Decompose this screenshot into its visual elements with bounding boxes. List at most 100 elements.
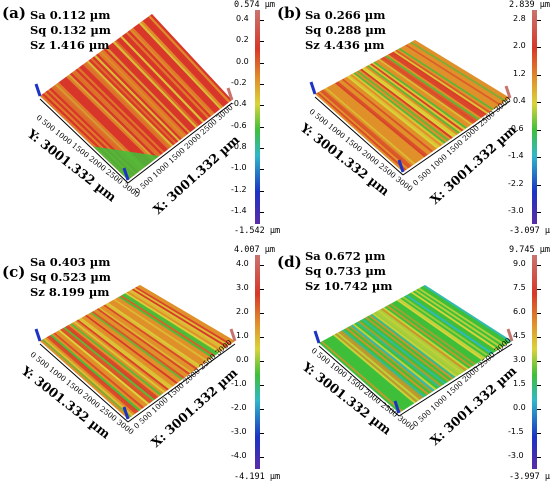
surface-streak [382, 307, 469, 370]
colorbar-tick-mark [537, 409, 541, 410]
axis-post [397, 159, 405, 173]
surface-streak [66, 75, 154, 162]
colorbar-tick-label: -0.2 [231, 78, 247, 87]
axis-post [122, 406, 130, 420]
surface-streak [84, 61, 172, 148]
colorbar-tick-mark [537, 457, 541, 458]
colorbar-tick-mark [260, 105, 264, 107]
surface-streak [350, 74, 443, 147]
axis-post [229, 328, 237, 342]
surface-streak [386, 305, 473, 368]
surface-streak [323, 88, 414, 166]
surface-streak [338, 80, 430, 155]
surface-streak [405, 44, 502, 106]
sq-value: Sq 0.733 µm [305, 264, 386, 278]
surface-streak [53, 332, 145, 409]
surface-streak [130, 289, 227, 349]
colorbar-tick-label: 7.5 [513, 283, 526, 292]
surface-streak [403, 45, 500, 107]
surface-streak [334, 333, 418, 403]
surface-streak [65, 326, 157, 400]
surface-streak [135, 286, 232, 345]
axis-line [398, 343, 513, 417]
surface-streak [78, 318, 171, 390]
colorbar-tick-mark [260, 289, 264, 290]
surface-streak [70, 323, 162, 396]
surface-streak [352, 323, 437, 391]
surface-streak [90, 312, 184, 380]
surface-streak [326, 86, 418, 164]
sz-value: Sz 1.416 µm [30, 38, 110, 52]
colorbar-tick-label: 1.0 [236, 331, 249, 340]
colorbar-tick-label: 3.0 [513, 355, 526, 364]
surface-streak [76, 319, 169, 391]
surface-streak [94, 55, 180, 142]
surface-streak [354, 322, 439, 389]
surface-streak [60, 79, 149, 166]
surface-streak [398, 298, 486, 359]
colorbar-tick-label: 4.0 [236, 259, 249, 268]
surface-streak [96, 308, 191, 375]
surface-streak [388, 53, 484, 118]
surface-streak [342, 329, 426, 398]
surface-streak [377, 310, 463, 374]
roughness-stats: Sa 0.112 µm Sq 0.132 µm Sz 1.416 µm [30, 8, 111, 53]
surface-streak [133, 26, 217, 114]
axis-post [506, 328, 514, 342]
surface-streak [402, 296, 490, 357]
surface-streak [366, 315, 452, 381]
surface-streak [81, 316, 175, 387]
colorbar-tick-mark [537, 157, 541, 159]
panel-label: (a) [2, 4, 26, 22]
surface-streak [365, 66, 459, 135]
surface-streak [68, 324, 161, 397]
colorbar-tick-mark [260, 337, 264, 338]
axis-post [313, 330, 321, 344]
surface-streak [138, 285, 235, 343]
surface-streak [88, 313, 182, 382]
surface-streak [331, 335, 415, 405]
surface-streak [380, 308, 467, 371]
colorbar-tick-label: 9.0 [513, 259, 526, 268]
surface-streak [73, 321, 166, 393]
colorbar-tick-label: -2.2 [508, 178, 524, 188]
surface-streak [391, 51, 487, 116]
surface-streak [86, 313, 180, 383]
colorbar-min: -4.191 µm [234, 472, 281, 482]
surface-streak [40, 340, 130, 419]
colorbar-tick-label: -3.0 [508, 206, 524, 215]
surface-streak [124, 33, 208, 120]
surface-streak [98, 307, 193, 374]
surface-streak [131, 27, 215, 115]
surface-streak [135, 24, 219, 112]
surface-streak [109, 44, 194, 131]
surface-streak [131, 288, 228, 348]
surface-streak [107, 45, 193, 132]
axis-post [309, 81, 317, 95]
colorbar-tick-mark [537, 74, 541, 76]
surface-plot-c [34, 285, 237, 423]
surface-streak [349, 325, 433, 393]
surface-streak [68, 74, 156, 160]
colorbar-tick-label: -3.0 [231, 427, 247, 436]
surface-streak [401, 46, 498, 108]
colorbar-max: 4.007 µm [234, 245, 275, 255]
surface-streak [46, 336, 137, 414]
colorbar-tick-label: 0.4 [513, 96, 526, 106]
surface-streak [368, 315, 454, 380]
surface-streak [385, 55, 480, 121]
colorbar-tick-label: 2.0 [236, 307, 249, 316]
sa-value: Sa 0.403 µm [30, 255, 111, 269]
sa-value: Sa 0.266 µm [305, 8, 386, 22]
colorbar-tick-label: 0.4 [236, 14, 249, 23]
surface-streak [91, 311, 186, 379]
colorbar-tick-mark [537, 20, 541, 21]
colorbar-tick-label: 0.0 [513, 403, 526, 412]
surface-streak [81, 64, 168, 151]
surface-streak [118, 37, 203, 125]
surface-streak [100, 306, 194, 373]
surface-streak [90, 57, 177, 145]
colorbar-tick-label: -1.2 [231, 184, 247, 194]
colorbar-tick-mark [260, 385, 264, 386]
surface-streak [326, 338, 409, 409]
